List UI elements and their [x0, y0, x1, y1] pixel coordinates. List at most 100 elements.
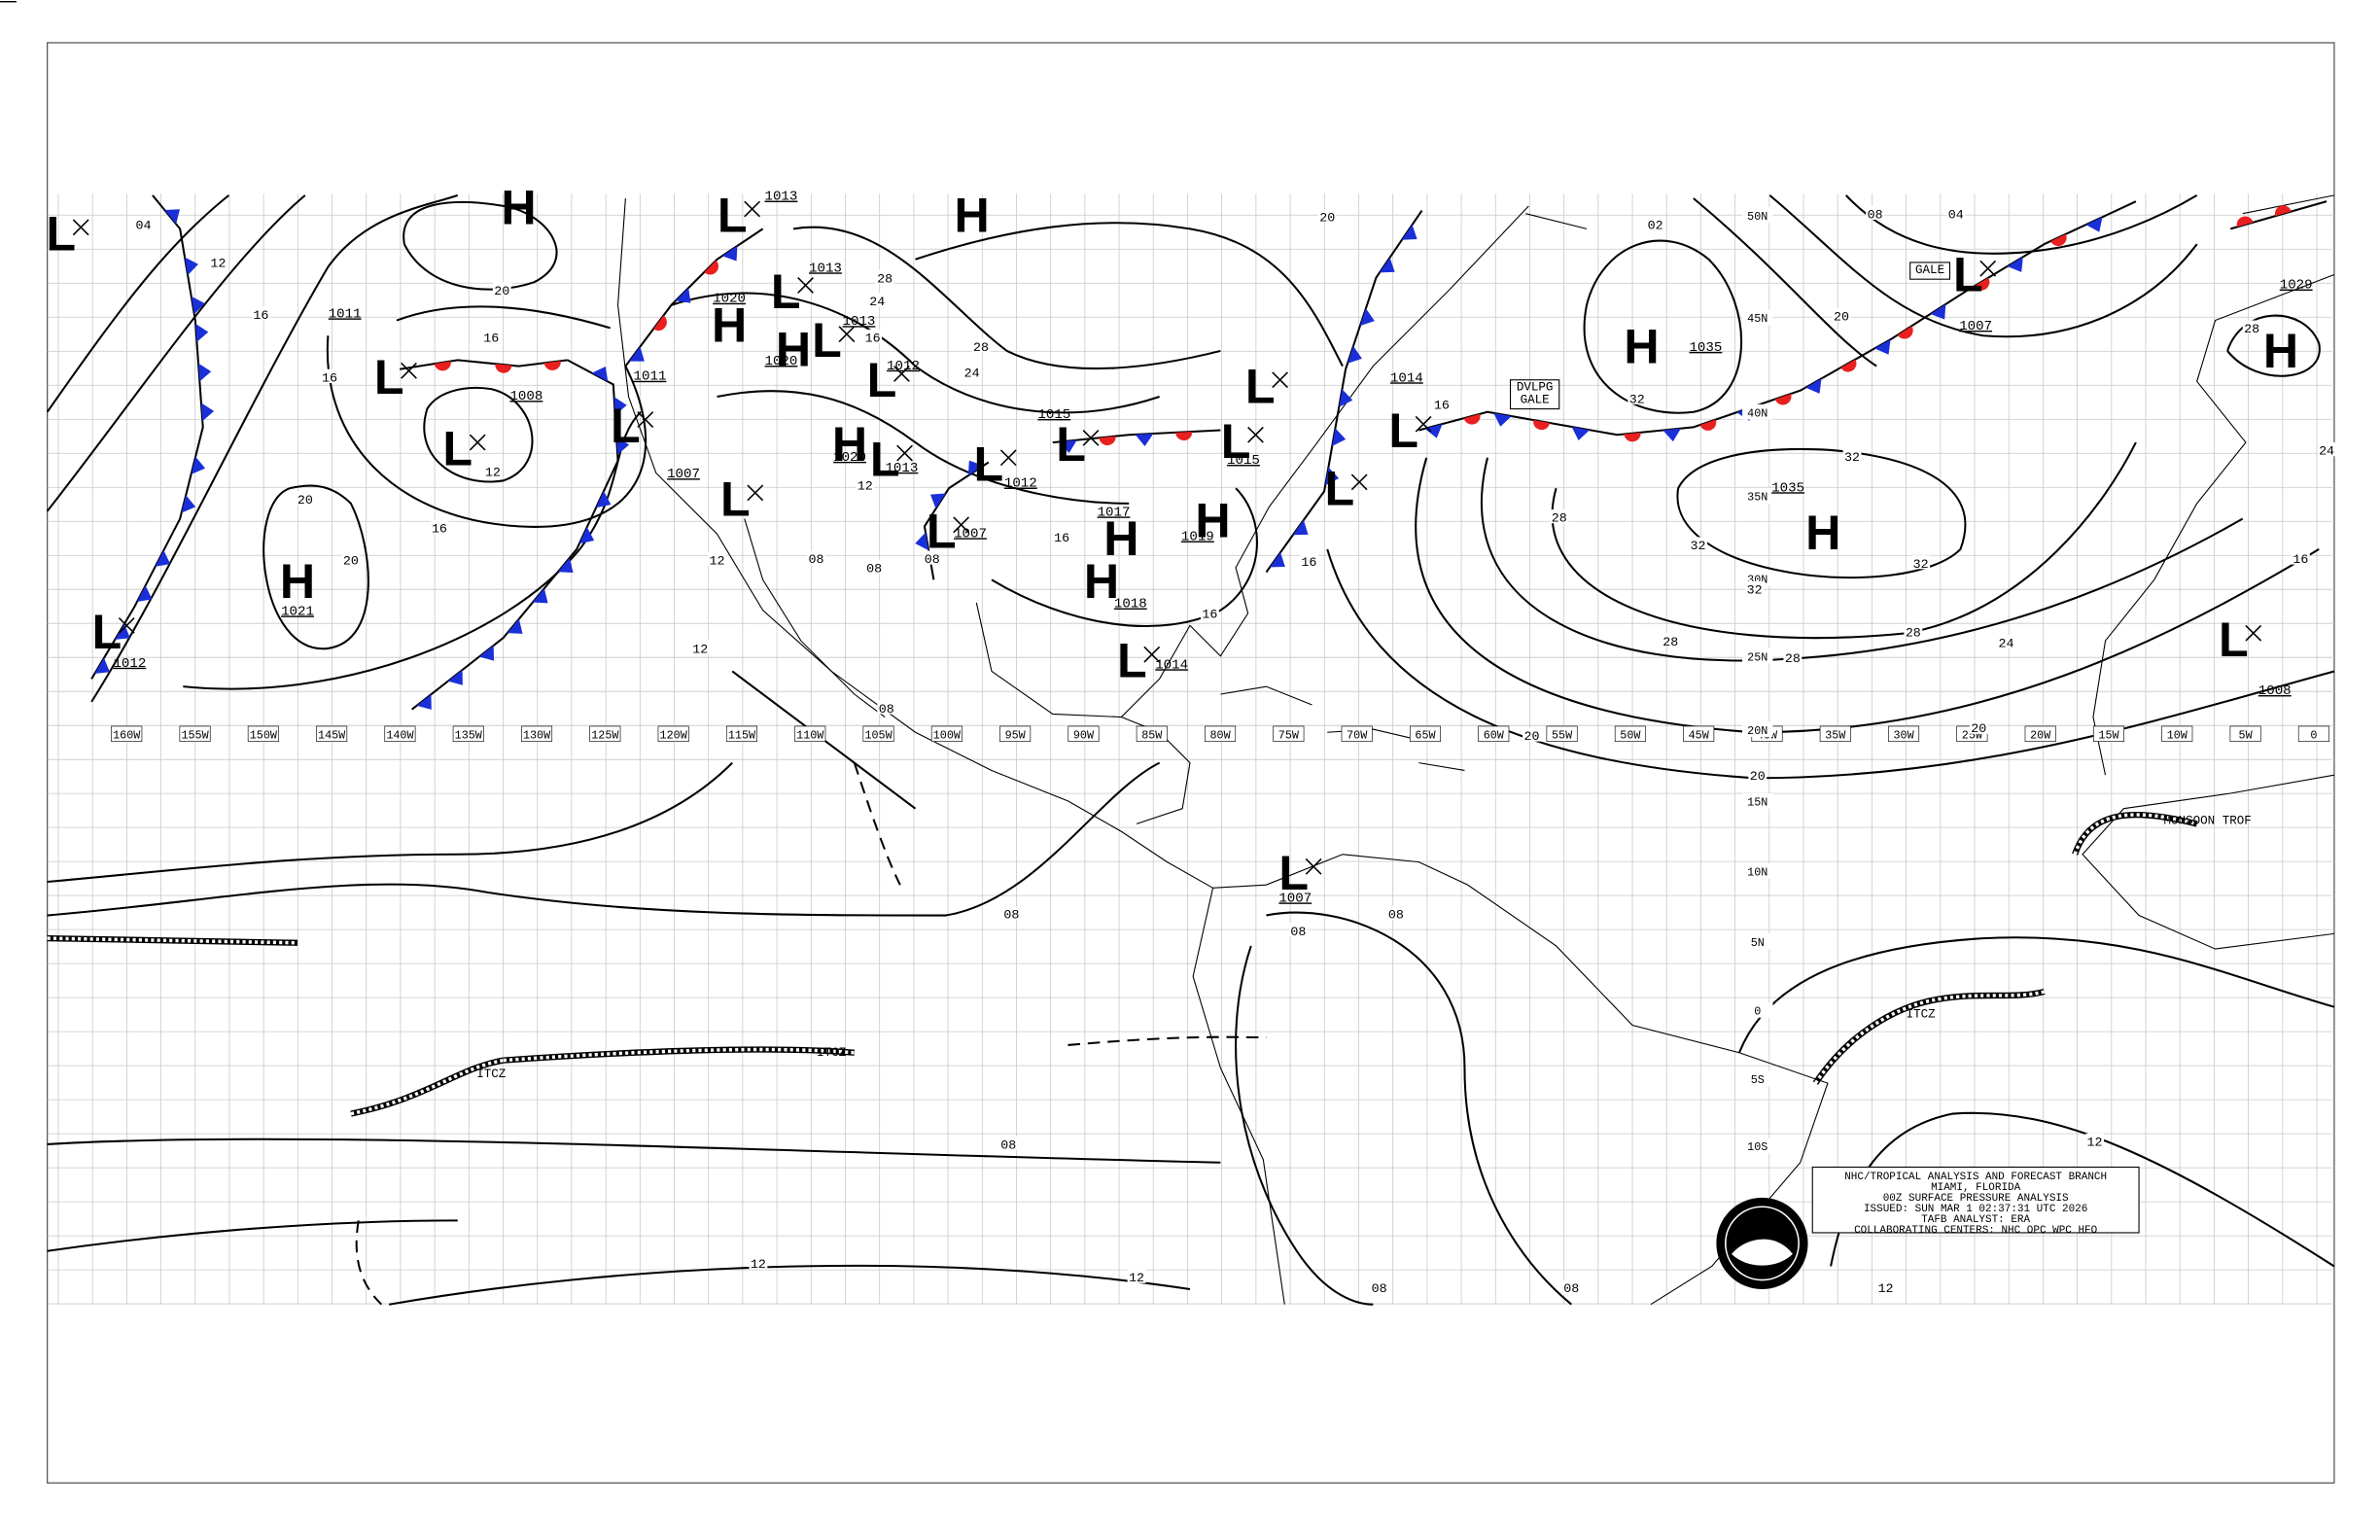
pressure-center-symbol: L — [1388, 403, 1418, 458]
cold-front-barb — [1662, 428, 1681, 442]
lon-label: 135W — [455, 729, 483, 743]
lon-label-box — [316, 725, 348, 742]
isobar-label-bg — [1946, 205, 1966, 220]
isobar-label-bg — [483, 464, 503, 478]
isobar-label: 16 — [253, 309, 268, 324]
warm-front-barb — [1840, 359, 1857, 372]
feature-label: MONSOON TROF — [2163, 814, 2251, 827]
isobar-label-bg — [923, 550, 942, 565]
isobar-label-bg — [1969, 719, 1988, 734]
lon-label-box — [1068, 725, 1100, 742]
center-marker — [1247, 426, 1264, 443]
cold-front-barb — [191, 456, 206, 474]
warm-front-barb — [1099, 436, 1116, 446]
cold-front-barb — [136, 585, 153, 602]
title-block-line: 00Z SURFACE PRESSURE ANALYSIS — [1883, 1193, 2069, 1205]
isobar-label: 08 — [1563, 1282, 1579, 1297]
isobar-label: 28 — [1662, 636, 1678, 650]
center-marker — [1350, 473, 1368, 491]
feature-label: ITCZ — [817, 1046, 847, 1060]
pressure-value: 1021 — [281, 604, 314, 619]
title-block-line: TAFB ANALYST: ERA — [1921, 1214, 2030, 1226]
center-marker — [118, 616, 135, 634]
pressure-value: 1013 — [885, 461, 918, 476]
isobar-label-bg — [971, 338, 991, 353]
cold-front-barb — [1332, 428, 1347, 446]
lat-label: 20N — [1747, 724, 1768, 738]
cold-front-barb — [578, 527, 595, 544]
isobar-label: 16 — [1301, 556, 1316, 571]
lon-label-box — [1888, 725, 1920, 742]
lon-label-box — [862, 725, 894, 742]
lon-label: 10W — [2167, 729, 2188, 743]
title-block-line: COLLABORATING CENTERS: NHC OPC WPC HFO — [1854, 1225, 2098, 1237]
lon-label: 30W — [1894, 729, 1915, 743]
lat-label: 10N — [1747, 866, 1768, 880]
warm-front-barb — [1175, 431, 1193, 441]
pressure-value: 1012 — [887, 359, 920, 374]
lon-label: 45W — [1689, 729, 1710, 743]
pressure-value: 1012 — [113, 656, 146, 672]
isobar-label-bg — [2317, 442, 2336, 457]
noaa-logo — [1716, 1197, 1808, 1290]
lat-label: 10S — [1747, 1140, 1768, 1154]
pressure-center-symbol: L — [870, 433, 900, 487]
cold-front-barb — [1359, 308, 1375, 327]
isobar-label: 16 — [1054, 532, 1069, 546]
isobar-label-bg — [1689, 537, 1707, 551]
isobar-label: 28 — [1785, 652, 1801, 667]
lat-label: 5N — [1751, 936, 1765, 950]
isobar-label: 08 — [866, 562, 882, 577]
pressure-center-symbol: H — [501, 181, 536, 235]
pressure-value: 1013 — [765, 190, 798, 205]
cold-front-barb — [198, 363, 212, 382]
feature-label: GALE — [1915, 263, 1944, 277]
isobar-label-bg — [749, 1255, 768, 1270]
lon-label-box — [452, 725, 484, 742]
isobar-label: 20 — [1834, 311, 1849, 326]
pressure-center-symbol: H — [712, 298, 747, 353]
warm-front-barb — [704, 260, 719, 275]
isobar-label: 16 — [432, 523, 447, 538]
isobar-label: 12 — [485, 467, 501, 481]
warm-front-barb — [1463, 413, 1481, 425]
lon-label: 125W — [591, 729, 619, 743]
isobar-label-bg — [1052, 529, 1071, 543]
lon-label: 115W — [728, 729, 756, 743]
warm-front-barb — [2050, 233, 2067, 247]
warm-front-barb — [1624, 432, 1641, 442]
isobar-label: 24 — [2319, 445, 2334, 460]
warm-front-barb — [543, 361, 561, 370]
isobar-label-bg — [492, 282, 511, 297]
isobar-label: 28 — [973, 341, 989, 356]
pressure-value: 1017 — [1098, 505, 1131, 520]
cold-front-barb — [1059, 439, 1077, 454]
isobar-label: 28 — [1906, 626, 1921, 641]
cold-front-barb — [596, 491, 612, 508]
page-border — [47, 42, 2335, 1484]
lon-label: 75W — [1278, 729, 1300, 743]
front-line — [1265, 209, 1423, 574]
lon-label-box — [1683, 725, 1715, 742]
isobar-label-bg — [1289, 923, 1308, 937]
front-line — [90, 194, 204, 680]
isobar-label: 04 — [136, 219, 152, 233]
isobar-label-bg — [430, 520, 449, 535]
lon-label: 15W — [2098, 729, 2119, 743]
lon-label: 130W — [523, 729, 551, 743]
cold-front-barb — [591, 366, 609, 382]
cold-front-barb — [1401, 225, 1418, 240]
feature-label: GALE — [1521, 393, 1550, 406]
lat-label: 35N — [1747, 491, 1768, 505]
isobar-label-bg — [296, 491, 315, 506]
isobar-label: 32 — [1691, 540, 1706, 554]
lon-label-box — [384, 725, 416, 742]
lon-label: 0 — [2310, 729, 2317, 743]
isobar-label-bg — [1832, 307, 1851, 323]
lat-label: 5S — [1751, 1073, 1765, 1087]
pressure-value: 1020 — [765, 354, 798, 369]
pressure-center-symbol: L — [867, 353, 897, 407]
pressure-value: 1015 — [1227, 453, 1260, 469]
isobar-label: 12 — [2087, 1137, 2103, 1151]
